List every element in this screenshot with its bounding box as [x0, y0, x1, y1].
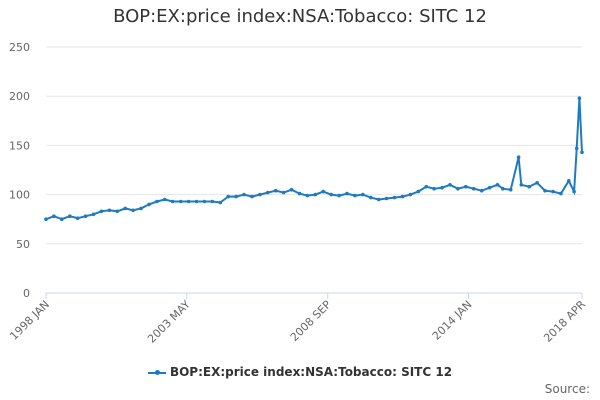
data-point[interactable]	[392, 195, 397, 200]
x-tick-label: 2003 MAY	[145, 298, 193, 346]
data-point[interactable]	[572, 189, 576, 194]
data-point[interactable]	[123, 206, 127, 211]
data-point[interactable]	[218, 200, 223, 205]
data-point[interactable]	[369, 195, 373, 200]
x-tick-label: 2008 SEP	[288, 298, 334, 344]
data-point[interactable]	[432, 186, 436, 191]
data-point[interactable]	[448, 183, 452, 187]
data-point[interactable]	[424, 184, 429, 189]
data-point[interactable]	[559, 191, 563, 196]
legend-label: BOP:EX:price index:NSA:Tobacco: SITC 12	[169, 365, 453, 379]
y-axis-ticks: 0 50 100 150 200 250	[9, 41, 30, 300]
data-point[interactable]	[508, 187, 513, 192]
data-point[interactable]	[202, 199, 207, 204]
data-point[interactable]	[329, 192, 334, 197]
data-point[interactable]	[68, 214, 72, 218]
data-point[interactable]	[250, 194, 254, 199]
data-point[interactable]	[194, 199, 199, 204]
data-point[interactable]	[400, 194, 405, 199]
data-point[interactable]	[501, 186, 505, 191]
data-point[interactable]	[210, 199, 215, 204]
x-tick-label: 2014 JAN	[430, 298, 475, 343]
data-point[interactable]	[527, 184, 531, 189]
data-point[interactable]	[519, 183, 524, 187]
x-tick-label: 1998 JAN	[7, 298, 52, 343]
y-tick-label: 150	[9, 139, 30, 152]
data-point[interactable]	[321, 189, 326, 194]
data-point[interactable]	[535, 181, 539, 185]
source-label: Source:	[544, 382, 590, 396]
data-point[interactable]	[516, 155, 521, 159]
y-tick-label: 50	[16, 238, 30, 251]
data-point[interactable]	[52, 214, 56, 218]
data-point[interactable]	[91, 212, 96, 217]
data-point[interactable]	[456, 186, 460, 191]
data-point[interactable]	[297, 191, 302, 196]
data-point[interactable]	[313, 192, 318, 197]
data-point[interactable]	[139, 206, 143, 211]
data-point[interactable]	[479, 188, 484, 193]
chart-title: BOP:EX:price index:NSA:Tobacco: SITC 12	[113, 6, 487, 27]
data-point[interactable]	[551, 189, 555, 194]
data-point[interactable]	[408, 192, 413, 197]
data-point[interactable]	[242, 192, 246, 197]
legend[interactable]: BOP:EX:price index:NSA:Tobacco: SITC 12	[0, 365, 600, 379]
data-point[interactable]	[178, 199, 183, 204]
y-tick-label: 0	[23, 287, 30, 300]
data-point[interactable]	[170, 199, 175, 204]
data-point[interactable]	[361, 192, 365, 197]
data-point[interactable]	[464, 184, 468, 189]
data-point[interactable]	[60, 217, 64, 221]
data-point[interactable]	[337, 193, 341, 198]
data-point[interactable]	[353, 193, 357, 198]
data-point[interactable]	[495, 183, 500, 187]
data-point[interactable]	[416, 189, 421, 194]
data-point[interactable]	[281, 190, 286, 195]
data-point[interactable]	[44, 217, 48, 221]
data-point[interactable]	[376, 197, 381, 202]
data-point[interactable]	[234, 194, 238, 199]
data-point[interactable]	[543, 188, 547, 193]
y-tick-label: 200	[9, 90, 30, 103]
data-point[interactable]	[131, 208, 135, 213]
data-point[interactable]	[226, 194, 230, 199]
data-point[interactable]	[384, 196, 389, 201]
data-point[interactable]	[471, 186, 476, 191]
legend-swatch-icon	[147, 369, 166, 375]
data-point[interactable]	[580, 150, 584, 155]
data-point[interactable]	[186, 199, 191, 204]
grid-lines	[46, 46, 582, 245]
data-point[interactable]	[289, 187, 294, 192]
data-point[interactable]	[345, 191, 349, 196]
data-point[interactable]	[99, 209, 104, 214]
data-point[interactable]	[577, 96, 582, 100]
data-point[interactable]	[487, 185, 492, 190]
data-point[interactable]	[107, 208, 112, 213]
data-point[interactable]	[155, 199, 159, 204]
data-point[interactable]	[574, 146, 579, 151]
data-point[interactable]	[266, 190, 270, 195]
data-point[interactable]	[115, 209, 120, 214]
y-tick-label: 250	[9, 41, 30, 54]
series-line[interactable]	[45, 98, 583, 221]
data-point[interactable]	[75, 216, 80, 220]
data-point[interactable]	[305, 193, 310, 198]
y-tick-label: 100	[9, 189, 30, 202]
data-point[interactable]	[567, 179, 571, 183]
data-point[interactable]	[147, 202, 151, 207]
data-point[interactable]	[258, 192, 262, 197]
data-point[interactable]	[83, 214, 88, 218]
x-axis-ticks: 1998 JAN 2003 MAY 2008 SEP 2014 JAN 2018 APR	[7, 293, 588, 346]
data-point[interactable]	[440, 185, 444, 190]
data-point[interactable]	[163, 197, 167, 202]
series-layer	[44, 96, 584, 221]
x-tick-label: 2018 APR	[541, 298, 588, 345]
data-point[interactable]	[273, 188, 278, 193]
